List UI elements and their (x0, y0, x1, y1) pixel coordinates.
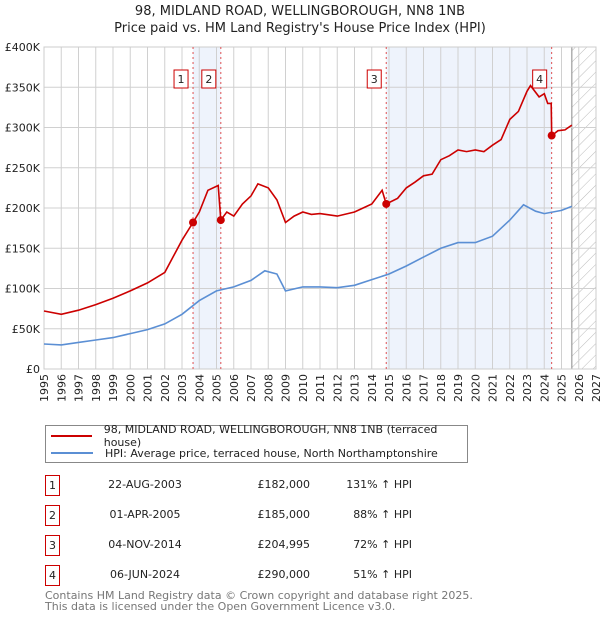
x-tick-label: 2007 (245, 374, 258, 402)
transaction-row: 3 04-NOV-2014 £204,995 72% ↑ HPI (45, 535, 465, 557)
y-tick-label: £50K (12, 323, 41, 336)
hpi-line (43, 203, 573, 346)
x-tick-label: 2027 (590, 374, 600, 402)
transaction-number: 1 (45, 475, 60, 496)
x-tick-label: 2016 (400, 374, 413, 402)
x-tick-label: 2024 (538, 374, 551, 402)
transaction-number: 4 (45, 565, 60, 586)
x-tick-label: 2013 (349, 374, 362, 402)
transaction-date: 01-APR-2005 (109, 508, 181, 521)
sale-label: 3 (371, 73, 378, 86)
sale-label-box (532, 69, 548, 89)
sale-label-box (366, 69, 382, 89)
x-tick-label: 2005 (211, 374, 224, 402)
transaction-price: £185,000 (257, 508, 311, 521)
footer-copyright: Contains HM Land Registry data © Crown c… (45, 589, 473, 602)
x-tick-label: 2003 (176, 374, 189, 402)
sale-label-box (201, 69, 217, 89)
sale-point (189, 218, 198, 227)
y-tick-label: £350K (5, 81, 41, 94)
legend: 98, MIDLAND ROAD, WELLINGBOROUGH, NN8 1N… (45, 423, 468, 463)
x-tick-label: 2011 (314, 374, 327, 402)
transaction-row: 2 01-APR-2005 £185,000 88% ↑ HPI (45, 505, 465, 527)
transaction-row: 4 06-JUN-2024 £290,000 51% ↑ HPI (45, 565, 465, 587)
x-tick-label: 2017 (418, 374, 431, 402)
x-tick-label: 2014 (366, 374, 379, 402)
x-tick-label: 2026 (573, 374, 586, 402)
transaction-hpi: 88% ↑ HPI (353, 508, 412, 521)
transaction-row: 1 22-AUG-2003 £182,000 131% ↑ HPI (45, 475, 465, 497)
y-tick-label: £300K (5, 122, 41, 135)
transaction-price: £182,000 (257, 478, 311, 491)
transaction-date: 22-AUG-2003 (108, 478, 182, 491)
x-tick-label: 2004 (193, 374, 206, 402)
legend-swatch-blue (51, 452, 93, 454)
x-tick-label: 1998 (90, 374, 103, 402)
footer-licence: This data is licensed under the Open Gov… (45, 600, 396, 613)
transaction-price: £290,000 (257, 568, 311, 581)
x-tick-label: 2008 (262, 374, 275, 402)
x-tick-label: 2010 (297, 374, 310, 402)
y-tick-label: £100K (5, 283, 41, 296)
y-tick-label: £200K (5, 202, 41, 215)
x-tick-label: 2022 (504, 374, 517, 402)
transaction-number: 2 (45, 505, 60, 526)
x-tick-label: 2002 (159, 374, 172, 402)
sale-label: 2 (205, 73, 212, 86)
x-tick-label: 2015 (383, 374, 396, 402)
x-tick-label: 2000 (124, 374, 137, 402)
transaction-date: 06-JUN-2024 (109, 568, 181, 581)
transaction-date: 04-NOV-2014 (108, 538, 182, 551)
transaction-hpi: 72% ↑ HPI (353, 538, 412, 551)
transaction-price: £204,995 (257, 538, 311, 551)
chart-title: 98, MIDLAND ROAD, WELLINGBOROUGH, NN8 1N… (134, 4, 466, 19)
x-tick-label: 2009 (280, 374, 293, 402)
x-tick-label: 1999 (107, 374, 120, 402)
x-tick-label: 2012 (331, 374, 344, 402)
sale-label: 1 (178, 73, 185, 86)
y-tick-label: £0 (26, 363, 40, 376)
x-tick-label: 2023 (521, 374, 534, 402)
transaction-hpi: 131% ↑ HPI (346, 478, 412, 491)
y-tick-label: £400K (5, 41, 41, 54)
sale-point (382, 199, 391, 208)
sale-label-box (173, 69, 189, 89)
x-tick-label: 2006 (228, 374, 241, 402)
y-tick-label: £250K (5, 162, 41, 175)
price-paid-line (43, 84, 573, 316)
chart-subtitle: Price paid vs. HM Land Registry's House … (114, 21, 486, 36)
x-tick-label: 1997 (73, 374, 86, 402)
legend-item-hpi: HPI: Average price, terraced house, Nort… (46, 445, 438, 461)
x-tick-label: 1995 (38, 374, 51, 402)
x-tick-label: 2025 (556, 374, 569, 402)
x-tick-label: 2001 (142, 374, 155, 402)
sale-label: 4 (536, 73, 543, 86)
price-chart: 1995 1996 1997 1998 1999 2000 2001 2002 2003 2004… (5, 41, 600, 402)
x-tick-label: 1996 (55, 374, 68, 402)
sale-point (547, 131, 556, 140)
sale-point (216, 216, 225, 225)
legend-swatch-red (51, 435, 92, 437)
x-tick-label: 2021 (487, 374, 500, 402)
transaction-hpi: 51% ↑ HPI (353, 568, 412, 581)
legend-item-property: 98, MIDLAND ROAD, WELLINGBOROUGH, NN8 1N… (46, 423, 467, 449)
transaction-number: 3 (45, 535, 60, 556)
plot-frame (43, 46, 597, 370)
legend-label: HPI: Average price, terraced house, Nort… (105, 446, 438, 460)
x-tick-label: 2020 (469, 374, 482, 402)
y-tick-label: £150K (5, 242, 41, 255)
x-tick-label: 2018 (435, 374, 448, 402)
x-tick-label: 2019 (452, 374, 465, 402)
legend-label: 98, MIDLAND ROAD, WELLINGBOROUGH, NN8 1N… (103, 423, 438, 449)
